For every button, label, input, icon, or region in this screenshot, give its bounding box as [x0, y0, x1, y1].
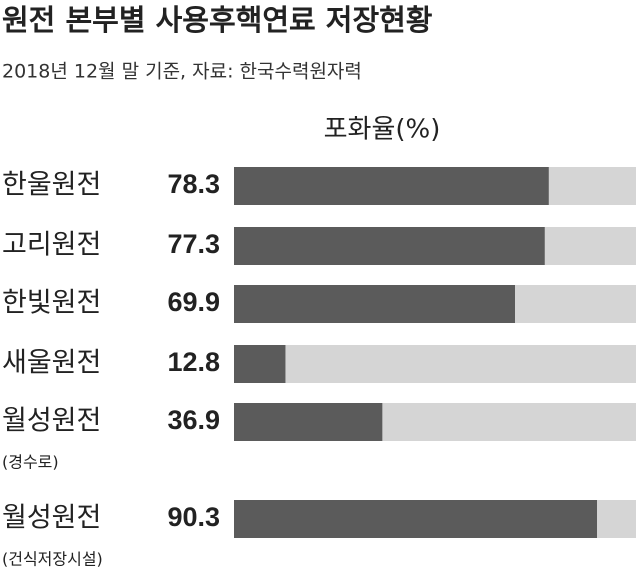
value-label: 12.8 — [167, 347, 220, 377]
value-label: 36.9 — [167, 405, 220, 435]
category-label: 한울원전 — [2, 170, 101, 201]
value-label: 78.3 — [167, 169, 220, 199]
bar — [234, 167, 549, 205]
category-label: 한빛원전 — [2, 288, 101, 319]
category-label: 새울원전 — [2, 348, 101, 379]
category-label: 고리원전 — [2, 230, 101, 261]
chart-title: 원전 본부별 사용후핵연료 저장현황 — [2, 3, 433, 37]
category-note: (경수로) — [2, 453, 59, 472]
bar — [234, 403, 383, 441]
value-label: 90.3 — [167, 502, 220, 532]
category-label: 월성원전 — [2, 406, 101, 437]
bar — [234, 500, 598, 538]
value-label: 77.3 — [167, 229, 220, 259]
axis-label: 포화율(%) — [324, 115, 441, 145]
category-note: (건식저장시설) — [2, 550, 103, 569]
category-label: 월성원전 — [2, 503, 101, 534]
bar — [234, 345, 286, 383]
bar — [234, 285, 515, 323]
chart-subtitle: 2018년 12월 말 기준, 자료: 한국수력원자력 — [2, 61, 362, 83]
bar-track — [234, 345, 636, 383]
value-label: 69.9 — [167, 287, 220, 317]
bar — [234, 227, 545, 265]
